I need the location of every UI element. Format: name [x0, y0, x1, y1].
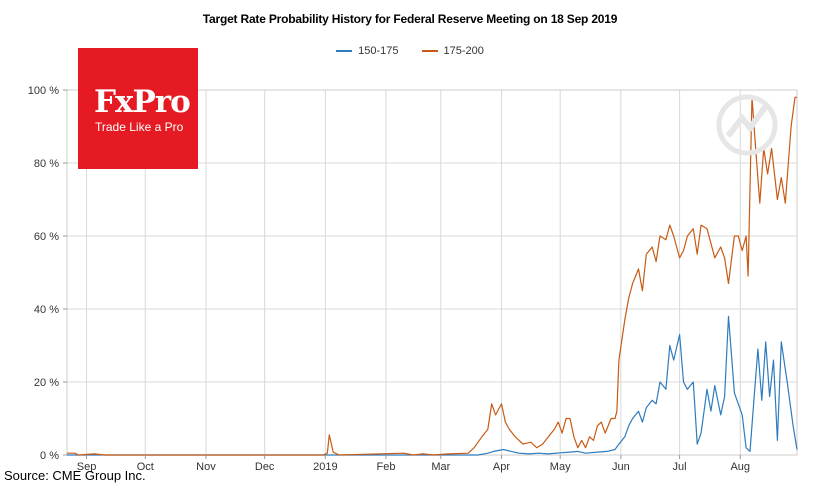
y-tick-label: 100 %	[28, 85, 59, 97]
legend-item-150-175[interactable]: 150-175	[336, 45, 398, 57]
x-tick-label: 2019	[313, 461, 337, 473]
logo-name: FxPro	[94, 84, 191, 120]
logo-tagline: Trade Like a Pro	[95, 120, 184, 134]
y-tick-label: 40 %	[34, 304, 59, 316]
x-tick-label: Jun	[612, 461, 630, 473]
x-tick-label: Sep	[77, 461, 97, 473]
legend-item-175-200[interactable]: 175-200	[421, 45, 484, 57]
legend-label-150-175: 150-175	[358, 45, 399, 57]
series-line-175-200	[67, 96, 797, 456]
legend-label-175-200: 175-200	[443, 45, 484, 57]
x-axis-ticks: Sep Oct Nov Dec 2019 Feb Mar Apr May Jun Jul Aug	[77, 455, 750, 473]
series-layer	[67, 96, 798, 456]
y-axis-ticks: 0 % 20 % 40 % 60 % 80 % 100 %	[28, 85, 67, 462]
x-tick-label: Dec	[255, 461, 275, 473]
y-tick-label: 60 %	[34, 231, 59, 243]
x-tick-label: Apr	[493, 461, 510, 473]
legend-swatch-150-175	[336, 50, 353, 53]
x-tick-label: Mar	[431, 461, 450, 473]
fxpro-logo: FxPro Trade Like a Pro	[78, 48, 198, 169]
chart-title: Target Rate Probability History for Fede…	[202, 12, 618, 26]
series-line-150-175	[67, 315, 798, 456]
chart-legend: 150-175 175-200	[0, 45, 820, 57]
x-tick-label: Oct	[137, 461, 154, 473]
y-tick-label: 80 %	[34, 158, 59, 170]
x-tick-label: Aug	[730, 461, 750, 473]
y-tick-label: 0 %	[40, 450, 59, 462]
x-tick-label: Jul	[673, 461, 687, 473]
watermark-icon	[716, 94, 778, 156]
x-tick-label: Feb	[377, 461, 396, 473]
source-note: Source: CME Group Inc.	[4, 468, 146, 483]
legend-swatch-175-200	[421, 50, 438, 53]
x-tick-label: Nov	[196, 461, 216, 473]
x-tick-label: May	[550, 461, 571, 473]
y-tick-label: 20 %	[34, 377, 59, 389]
